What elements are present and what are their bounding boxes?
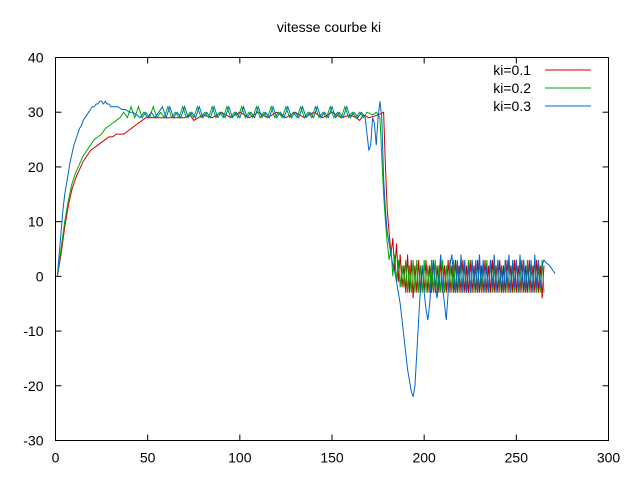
x-tick-label: 100: [228, 450, 252, 466]
y-tick-label: 0: [36, 268, 44, 284]
x-tick-label: 150: [320, 450, 344, 466]
y-tick-label: 10: [28, 214, 44, 230]
y-tick-label: -20: [23, 378, 43, 394]
chart-title: vitesse courbe ki: [277, 19, 381, 35]
plot-frame: [55, 57, 609, 441]
series-line-3: [56, 100, 556, 397]
y-tick-label: -30: [23, 433, 43, 449]
y-tick-label: 20: [28, 159, 44, 175]
x-tick-label: 200: [412, 450, 436, 466]
plot-area: [56, 100, 556, 397]
legend: ki=0.1 ki=0.2 ki=0.3: [493, 62, 591, 114]
x-tick-label: 250: [505, 450, 529, 466]
y-tick-label: 40: [28, 50, 44, 66]
y-tick-label: -10: [23, 323, 43, 339]
series-line-1: [56, 111, 545, 299]
x-tick-label: 300: [597, 450, 621, 466]
axis-ticks: [55, 57, 609, 441]
legend-label-2: ki=0.2: [493, 80, 531, 96]
y-tick-label: 30: [28, 104, 44, 120]
series-group: [56, 100, 556, 397]
x-tick-label: 0: [52, 450, 60, 466]
legend-label-3: ki=0.3: [493, 98, 531, 114]
legend-label-1: ki=0.1: [493, 62, 531, 78]
x-tick-label: 50: [140, 450, 156, 466]
axis-tick-labels: 0 50 100 150 200 250 300 -30 -20 -10 0 10 20 30 40: [23, 50, 620, 466]
